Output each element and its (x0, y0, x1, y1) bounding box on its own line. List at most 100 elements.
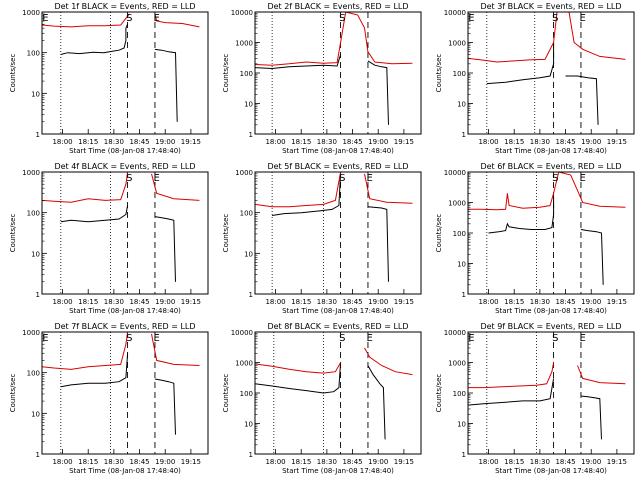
chart-title: Det 4f BLACK = Events, RED = LLD (54, 162, 195, 171)
x-tick-label: 18:45 (342, 298, 362, 306)
y-axis-label: Counts/sec (435, 54, 443, 93)
y-tick-label: 1000 (235, 360, 253, 368)
x-tick-label: 19:15 (394, 298, 414, 306)
lld-series-line (364, 173, 413, 204)
x-tick-label: 18:45 (129, 458, 149, 466)
x-tick-label: 18:00 (52, 138, 72, 146)
y-tick-label: 10 (244, 421, 253, 429)
y-tick-label: 100 (240, 70, 253, 78)
lld-series-line (254, 11, 413, 66)
flare-marker-label: E (366, 333, 372, 344)
chart-title: Det 7f BLACK = Events, RED = LLD (54, 322, 195, 331)
y-axis-label: Counts/sec (9, 214, 17, 253)
x-tick-label: 18:45 (555, 458, 575, 466)
x-tick-label: 19:00 (155, 138, 175, 146)
flare-marker-label: S (552, 173, 558, 184)
x-tick-label: 18:15 (504, 298, 524, 306)
y-tick-label: 1 (249, 131, 253, 139)
plot-frame (254, 11, 422, 135)
events-series-line (272, 171, 342, 216)
y-tick-label: 1000 (22, 329, 40, 337)
detector-panel: Det 1f BLACK = Events, RED = LLD E S E 1 10 10… (9, 2, 209, 155)
x-tick-label: 18:00 (478, 298, 498, 306)
x-tick-label: 18:15 (504, 138, 524, 146)
lld-series-line (41, 13, 130, 28)
x-tick-label: 19:15 (394, 138, 414, 146)
events-series-line (60, 24, 129, 55)
x-axis-label: Start Time (08-Jan-08 17:48:40) (69, 147, 181, 155)
flare-marker-label: S (552, 333, 558, 344)
x-tick-label: 19:15 (181, 138, 201, 146)
x-tick-label: 18:45 (129, 138, 149, 146)
x-tick-label: 19:00 (155, 458, 175, 466)
x-tick-label: 18:00 (478, 138, 498, 146)
y-tick-label: 1 (249, 291, 253, 299)
x-tick-label: 18:30 (530, 458, 550, 466)
events-series-line (565, 75, 599, 125)
y-tick-label: 1000 (22, 169, 40, 177)
flare-marker-label: S (126, 333, 132, 344)
lld-series-line (151, 333, 200, 366)
events-series-line (367, 206, 389, 282)
x-tick-label: 18:30 (104, 298, 124, 306)
x-axis-label: Start Time (08-Jan-08 17:48:40) (495, 467, 607, 475)
x-tick-label: 19:15 (181, 458, 201, 466)
detector-panel: Det 9f BLACK = Events, RED = LLD E S E 1 10 10… (435, 322, 635, 475)
events-series-line (60, 353, 129, 388)
y-tick-label: 1000 (235, 40, 253, 48)
x-tick-label: 18:45 (342, 138, 362, 146)
x-tick-label: 18:00 (52, 298, 72, 306)
y-tick-label: 100 (453, 390, 466, 398)
detector-panel: Det 2f BLACK = Events, RED = LLD S 1 10 100 1… (222, 2, 422, 155)
plot-frame (254, 331, 422, 455)
y-tick-label: 1000 (448, 200, 466, 208)
y-tick-label: 1 (36, 131, 40, 139)
y-tick-label: 10 (457, 101, 466, 109)
flare-marker-label: E (153, 13, 159, 24)
x-tick-label: 19:15 (181, 298, 201, 306)
y-tick-label: 100 (453, 230, 466, 238)
y-tick-label: 10 (31, 90, 40, 98)
x-tick-label: 18:30 (104, 138, 124, 146)
y-tick-label: 1 (36, 291, 40, 299)
events-series-line (154, 216, 176, 282)
flare-marker-label: S (339, 173, 345, 184)
x-tick-label: 18:30 (317, 458, 337, 466)
y-tick-label: 10 (31, 410, 40, 418)
flare-marker-label: E (42, 333, 48, 344)
lld-series-line (254, 171, 342, 208)
chart-title: Det 5f BLACK = Events, RED = LLD (267, 162, 408, 171)
chart-title: Det 9f BLACK = Events, RED = LLD (480, 322, 621, 331)
flare-marker-label: S (126, 13, 132, 24)
x-tick-label: 19:00 (368, 298, 388, 306)
lld-series-line (154, 13, 200, 28)
y-tick-label: 10 (244, 250, 253, 258)
x-tick-label: 18:30 (530, 138, 550, 146)
events-series-line (488, 197, 555, 234)
x-tick-label: 18:45 (342, 458, 362, 466)
detector-panel: Det 6f BLACK = Events, RED = LLD S E 1 10 100… (435, 162, 635, 315)
plot-frame (254, 171, 422, 295)
x-tick-label: 18:15 (504, 458, 524, 466)
events-series-line (467, 378, 555, 406)
lld-series-line (41, 331, 129, 370)
flare-marker-label: E (579, 333, 585, 344)
x-axis-label: Start Time (08-Jan-08 17:48:40) (69, 467, 181, 475)
y-tick-label: 1 (462, 291, 466, 299)
flare-marker-label: S (339, 333, 345, 344)
events-series-line (154, 378, 176, 435)
y-tick-label: 100 (240, 390, 253, 398)
events-series-line (580, 229, 604, 285)
y-tick-label: 1 (36, 451, 40, 459)
detector-panel: Det 5f BLACK = Events, RED = LLD S E 1 10 100… (222, 162, 422, 315)
y-tick-label: 1000 (448, 360, 466, 368)
x-tick-label: 19:00 (155, 298, 175, 306)
y-tick-label: 10000 (231, 9, 253, 17)
x-tick-label: 18:00 (265, 138, 285, 146)
x-axis-label: Start Time (08-Jan-08 17:48:40) (282, 147, 394, 155)
detector-panel: Det 7f BLACK = Events, RED = LLD E S E 1 10 10… (9, 322, 209, 475)
x-tick-label: 18:15 (291, 298, 311, 306)
events-series-line (486, 42, 555, 85)
lld-series-line (467, 11, 558, 63)
